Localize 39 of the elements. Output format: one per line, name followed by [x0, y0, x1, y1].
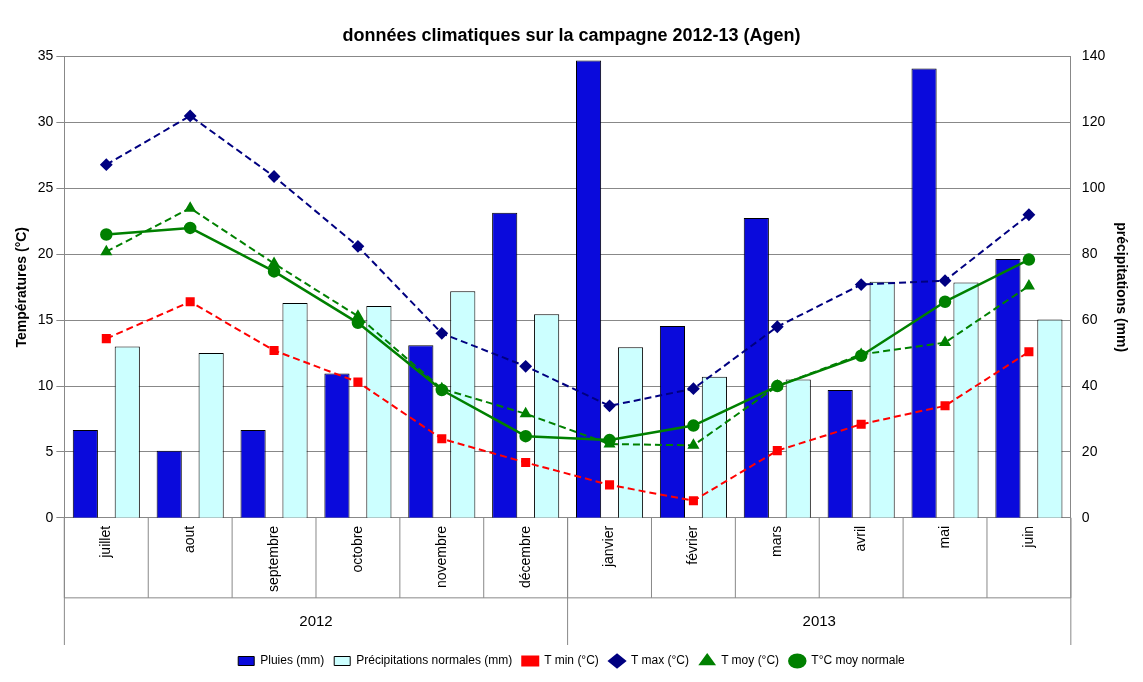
y-tick-label: 20	[37, 245, 54, 262]
chart-title: données climatiques sur la campagne 2012-13 (Agen)	[342, 24, 801, 45]
x-tick-label: juin	[1019, 525, 1036, 549]
x-tick-label: décembre	[516, 525, 533, 589]
legend-label: Précipitations normales (mm)	[356, 653, 513, 668]
y2-tick-label: 100	[1081, 179, 1106, 196]
x-tick-label: février	[684, 525, 701, 565]
y-tick-label: 0	[45, 508, 54, 525]
legend-label: T max (°C)	[631, 653, 689, 668]
y2-tick-label: 140	[1081, 47, 1106, 64]
y-tick-label: 10	[37, 376, 54, 393]
y2-axis-title: précipitations (mm)	[1113, 222, 1130, 353]
y2-tick-label: 40	[1081, 376, 1098, 393]
y-axis-title: Températures (°C)	[13, 226, 30, 348]
y2-tick-label: 0	[1081, 508, 1090, 525]
y-tick-label: 5	[45, 442, 54, 459]
x-tick-label: octobre	[348, 525, 365, 573]
x-tick-label: janvier	[600, 525, 617, 569]
x-tick-label: mars	[768, 525, 785, 557]
y-tick-label: 25	[37, 179, 54, 196]
x-tick-label: mai	[935, 525, 952, 549]
x-tick-label: juillet	[97, 525, 114, 559]
y2-tick-label: 120	[1081, 113, 1106, 130]
y2-tick-label: 20	[1081, 442, 1098, 459]
text: 2012	[299, 611, 333, 629]
y-tick-label: 30	[37, 113, 54, 130]
y2-tick-label: 60	[1081, 311, 1098, 328]
text: 2013	[802, 611, 836, 629]
legend-label: T min (°C)	[544, 653, 599, 668]
y-tick-label: 15	[37, 311, 54, 328]
x-tick-label: septembre	[264, 525, 281, 593]
legend-label: T moy (°C)	[721, 653, 780, 668]
y2-tick-label: 80	[1081, 245, 1098, 262]
x-tick-label: novembre	[432, 525, 449, 589]
legend-label: Pluies (mm)	[260, 653, 325, 668]
x-tick-label: aout	[181, 525, 198, 554]
legend-label: T°C moy normale	[811, 653, 906, 668]
y-tick-label: 35	[37, 47, 54, 64]
x-tick-label: avril	[852, 525, 869, 552]
